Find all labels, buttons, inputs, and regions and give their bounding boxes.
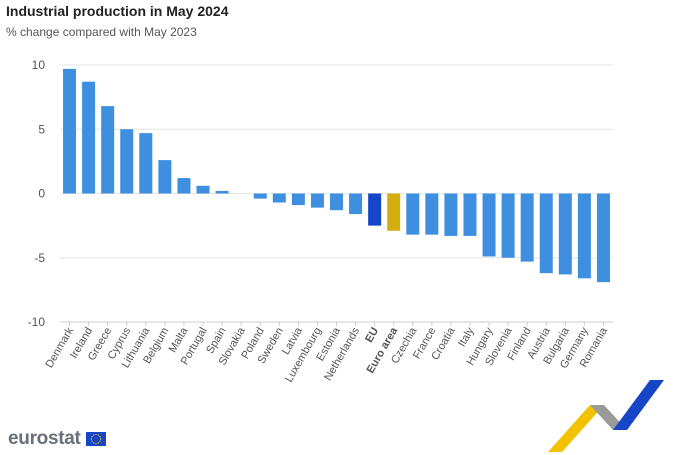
x-tick-labels: DenmarkIrelandGreeceCyprusLithuaniaBelgi… (43, 325, 610, 385)
y-tick-label: 0 (38, 187, 45, 201)
y-tick-labels: 10 5 0 -5 -10 (28, 58, 46, 329)
ribbon-yellow (548, 405, 604, 452)
bar-romania (596, 193, 610, 283)
bar-lithuania (139, 133, 153, 194)
bar-ireland (82, 81, 96, 194)
chart-subtitle: % change compared with May 2023 (6, 25, 197, 39)
flag-star (94, 433, 97, 436)
flag-star (90, 438, 92, 440)
y-tick-label: 5 (38, 122, 45, 136)
bar-france (425, 193, 439, 235)
bar-eu (368, 193, 382, 226)
y-tick-label: 10 (32, 58, 46, 72)
eu-flag-icon (85, 432, 106, 446)
flag-star (99, 438, 101, 440)
bar-greece (101, 106, 115, 194)
y-tick-label: -10 (28, 315, 46, 329)
bar-belgium (158, 160, 172, 194)
bar-portugal (196, 185, 210, 194)
flag-star (98, 440, 101, 442)
bar-netherlands (349, 193, 363, 215)
bar-cyprus (120, 129, 134, 194)
bar-czechia (406, 193, 420, 235)
bar-spain (215, 190, 229, 194)
flag-star (97, 442, 99, 444)
bar-hungary (482, 193, 496, 257)
bar-croatia (444, 193, 458, 236)
bar-poland (253, 193, 267, 199)
bar-finland (520, 193, 534, 262)
ribbon-blue (613, 380, 664, 430)
bar-denmark (63, 68, 77, 194)
eurostat-ribbon-graphic (548, 380, 664, 452)
flag-star (97, 434, 99, 436)
eurostat-logo: eurostat (8, 428, 106, 450)
flag-star (90, 440, 93, 442)
bar-italy (463, 193, 477, 236)
bar-germany (577, 193, 591, 279)
chart-title: Industrial production in May 2024 (6, 3, 229, 19)
bar-estonia (330, 193, 343, 211)
bar-luxembourg (310, 193, 324, 208)
x-tick-label: EU (363, 325, 381, 344)
bar-austria (539, 193, 553, 274)
bar-malta (177, 178, 191, 194)
bar-sweden (272, 193, 286, 203)
bar-slovenia (501, 193, 515, 258)
flag-star (98, 436, 101, 438)
flag-star (90, 436, 93, 438)
bar-bulgaria (558, 193, 572, 275)
flag-star (92, 434, 94, 436)
bars (63, 68, 610, 283)
flag-star (92, 442, 94, 444)
bar-latvia (291, 193, 305, 206)
logo-text: eurostat (8, 428, 81, 449)
y-tick-label: -5 (34, 251, 45, 265)
bar-euro-area (387, 193, 401, 231)
flag-star (94, 442, 97, 445)
